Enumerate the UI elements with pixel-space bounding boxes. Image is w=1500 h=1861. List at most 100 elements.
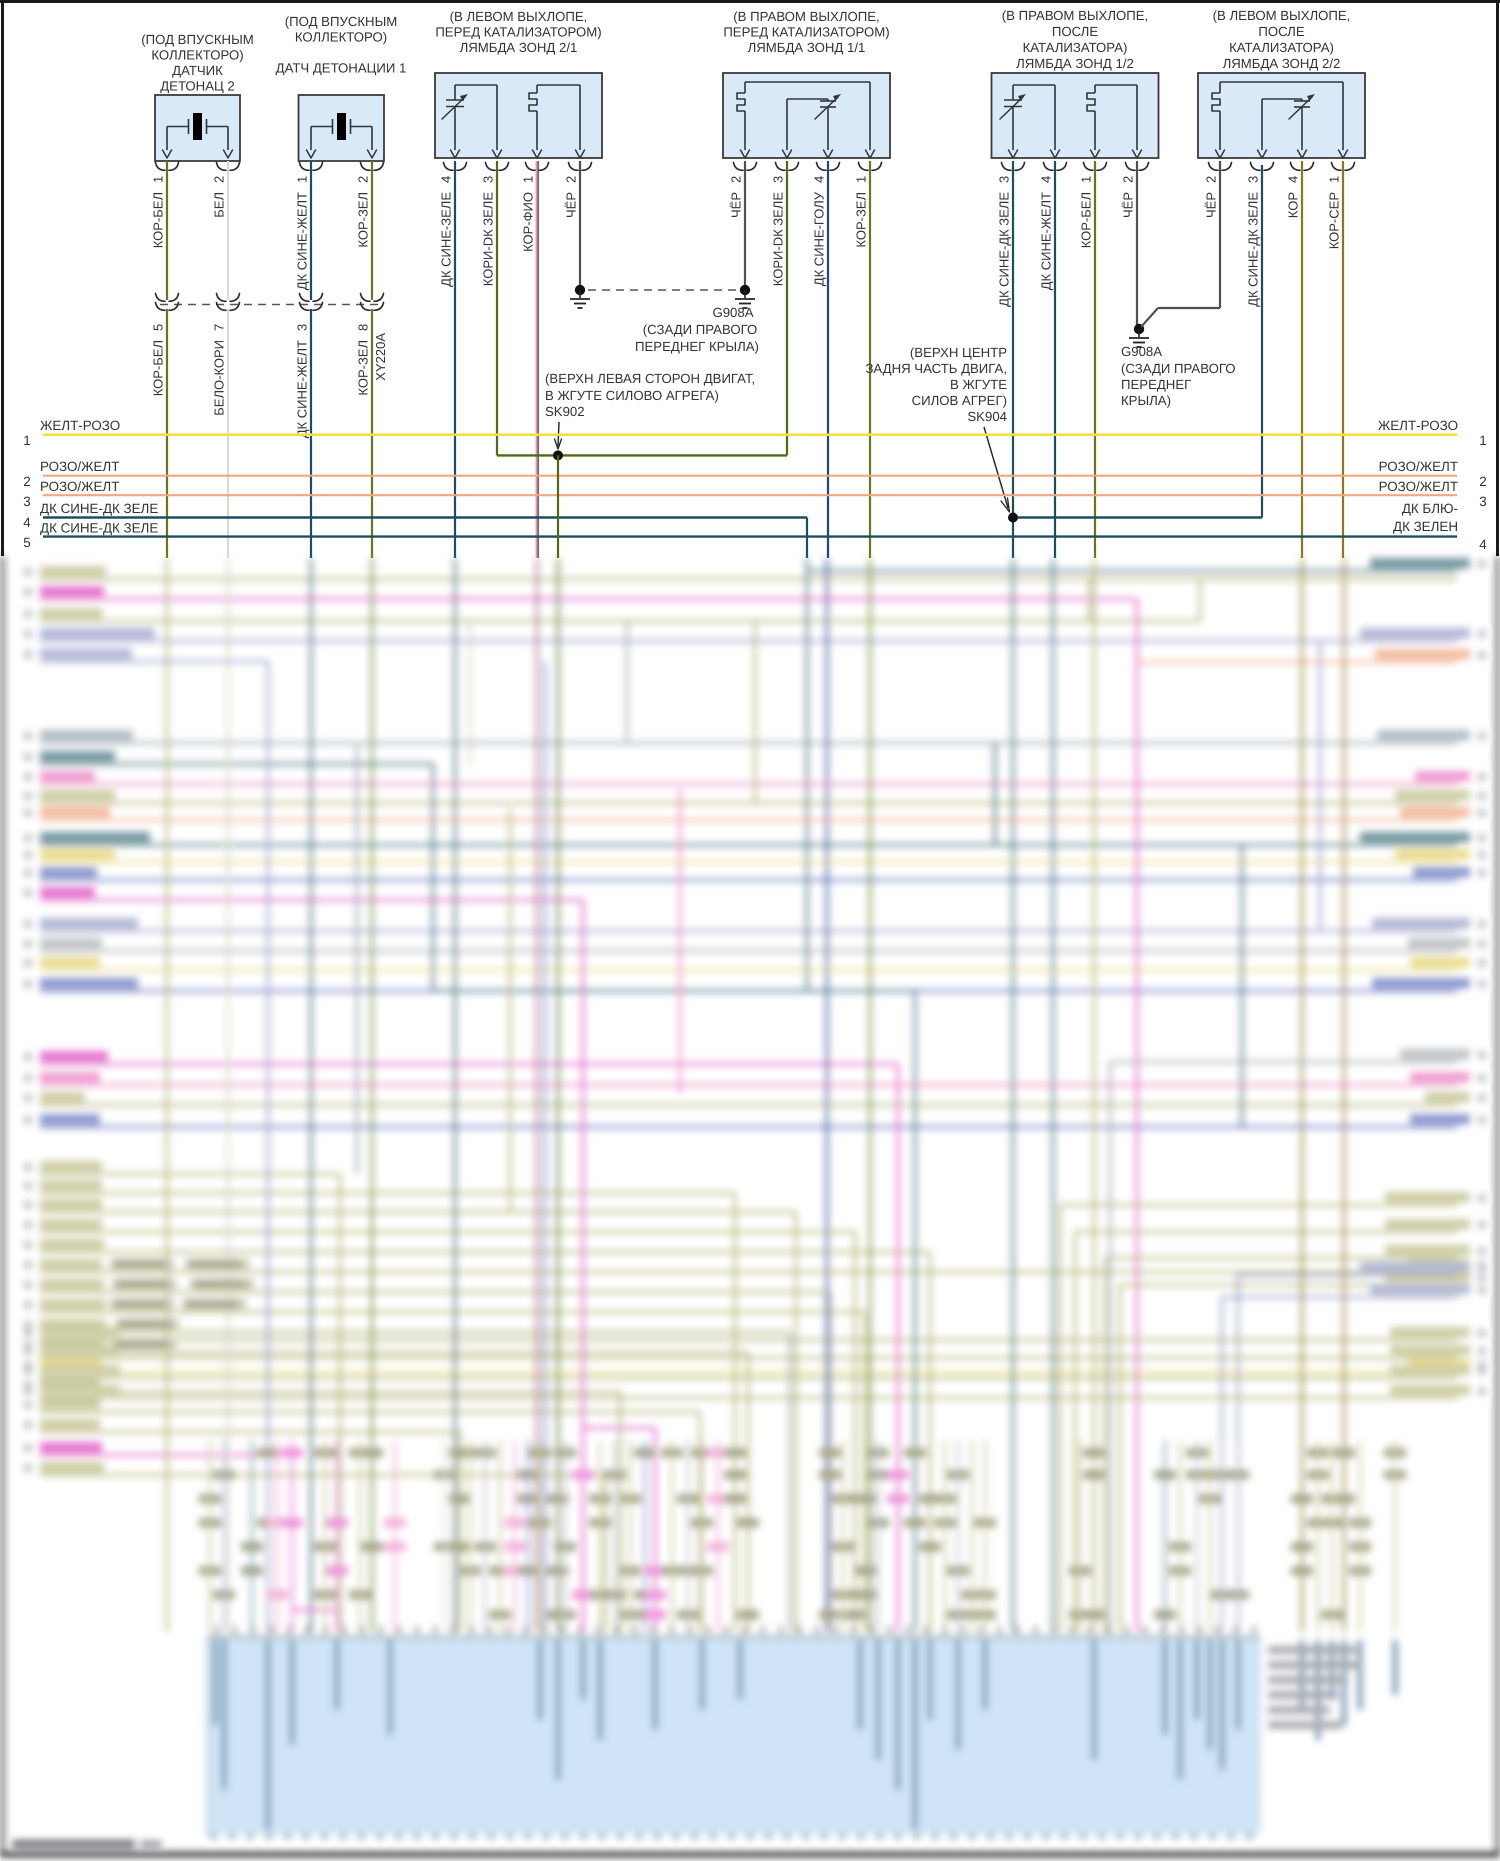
- svg-text:КРЫЛА): КРЫЛА): [1121, 393, 1171, 408]
- svg-text:ЛЯМБДА ЗОНД 2/1: ЛЯМБДА ЗОНД 2/1: [460, 40, 578, 55]
- svg-text:1: 1: [151, 176, 166, 183]
- svg-text:(В ЛЕВОМ ВЫХЛОПЕ,: (В ЛЕВОМ ВЫХЛОПЕ,: [450, 9, 588, 24]
- svg-text:4: 4: [439, 176, 454, 183]
- svg-text:2: 2: [1479, 474, 1486, 489]
- svg-text:ДК СИНЕ-ДК ЗЕЛЕ: ДК СИНЕ-ДК ЗЕЛЕ: [40, 521, 158, 536]
- svg-text:КОР-БЕЛ: КОР-БЕЛ: [1079, 192, 1094, 248]
- svg-text:(В ПРАВОМ ВЫХЛОПЕ,: (В ПРАВОМ ВЫХЛОПЕ,: [733, 9, 879, 24]
- svg-text:КАТАЛИЗАТОРА): КАТАЛИЗАТОРА): [1229, 40, 1334, 55]
- svg-text:1: 1: [521, 176, 536, 183]
- svg-text:ЛЯМБДА ЗОНД 2/2: ЛЯМБДА ЗОНД 2/2: [1223, 56, 1341, 71]
- svg-text:(ПОД ВПУСКНЫМ: (ПОД ВПУСКНЫМ: [285, 14, 397, 29]
- svg-text:В ЖГУТЕ СИЛОВО АГРЕГА): В ЖГУТЕ СИЛОВО АГРЕГА): [545, 388, 719, 403]
- svg-text:5: 5: [23, 535, 30, 550]
- svg-text:ЗАДНЯ ЧАСТЬ ДВИГА,: ЗАДНЯ ЧАСТЬ ДВИГА,: [865, 361, 1007, 376]
- svg-text:КАТАЛИЗАТОРА): КАТАЛИЗАТОРА): [1023, 40, 1128, 55]
- svg-text:КОР-ЗЕЛ: КОР-ЗЕЛ: [854, 192, 869, 248]
- svg-text:XY220A: XY220A: [373, 333, 388, 381]
- svg-text:2: 2: [729, 176, 744, 183]
- svg-text:5: 5: [151, 324, 166, 331]
- svg-text:ПЕРЕД КАТАЛИЗАТОРОМ): ПЕРЕД КАТАЛИЗАТОРОМ): [723, 25, 889, 40]
- svg-text:ДК СИНЕ-ДК ЗЕЛЕ: ДК СИНЕ-ДК ЗЕЛЕ: [997, 192, 1012, 307]
- svg-text:ЖЕЛТ-РОЗО: ЖЕЛТ-РОЗО: [1378, 418, 1458, 433]
- svg-text:4: 4: [1286, 176, 1301, 183]
- svg-text:8: 8: [356, 324, 371, 331]
- svg-text:ПОСЛЕ: ПОСЛЕ: [1052, 24, 1098, 39]
- svg-text:КОР-БЕЛ: КОР-БЕЛ: [151, 340, 166, 396]
- svg-text:4: 4: [23, 515, 31, 530]
- svg-text:ЧЁР: ЧЁР: [1121, 192, 1136, 218]
- svg-text:SK904: SK904: [967, 409, 1007, 424]
- svg-text:ПОСЛЕ: ПОСЛЕ: [1258, 24, 1304, 39]
- svg-text:3: 3: [1246, 176, 1261, 183]
- svg-text:3: 3: [23, 494, 30, 509]
- svg-text:КОР: КОР: [1286, 192, 1301, 218]
- svg-text:ДК СИНЕ-ДК ЗЕЛЕ: ДК СИНЕ-ДК ЗЕЛЕ: [1246, 192, 1261, 307]
- svg-text:(В ПРАВОМ ВЫХЛОПЕ,: (В ПРАВОМ ВЫХЛОПЕ,: [1002, 8, 1148, 23]
- svg-text:ПЕРЕДНЕГ: ПЕРЕДНЕГ: [1121, 377, 1191, 392]
- svg-text:SK902: SK902: [545, 404, 585, 419]
- svg-text:3: 3: [1479, 494, 1486, 509]
- svg-text:1: 1: [1327, 176, 1342, 183]
- svg-text:БЕЛО-КОРИ: БЕЛО-КОРИ: [212, 340, 227, 416]
- svg-text:КОРИ-DК ЗЕЛЕ: КОРИ-DК ЗЕЛЕ: [771, 192, 786, 287]
- svg-text:КОР-ФИО: КОР-ФИО: [521, 192, 536, 252]
- svg-text:КОРИ-DК ЗЕЛЕ: КОРИ-DК ЗЕЛЕ: [481, 192, 496, 287]
- svg-text:ДК СИНЕ-ДК ЗЕЛЕ: ДК СИНЕ-ДК ЗЕЛЕ: [40, 501, 158, 516]
- svg-text:(ВЕРХН ЛЕВАЯ СТОРОН ДВИГАТ,: (ВЕРХН ЛЕВАЯ СТОРОН ДВИГАТ,: [545, 371, 755, 386]
- svg-text:ДАТЧИК: ДАТЧИК: [172, 63, 223, 78]
- svg-text:КОЛЛЕКТОРО): КОЛЛЕКТОРО): [295, 30, 387, 45]
- svg-text:3: 3: [295, 324, 310, 331]
- svg-text:ДК СИНЕ-ЗЕЛЕ: ДК СИНЕ-ЗЕЛЕ: [439, 192, 454, 287]
- svg-text:ЛЯМБДА ЗОНД 1/2: ЛЯМБДА ЗОНД 1/2: [1016, 56, 1134, 71]
- svg-text:КОР-БЕЛ: КОР-БЕЛ: [151, 192, 166, 248]
- svg-text:В ЖГУТЕ: В ЖГУТЕ: [950, 377, 1007, 392]
- svg-text:(СЗАДИ ПРАВОГО: (СЗАДИ ПРАВОГО: [643, 322, 758, 337]
- svg-text:(СЗАДИ ПРАВОГО: (СЗАДИ ПРАВОГО: [1121, 361, 1236, 376]
- svg-text:1: 1: [854, 176, 869, 183]
- svg-text:ДАТЧ ДЕТОНАЦИИ 1: ДАТЧ ДЕТОНАЦИИ 1: [276, 61, 407, 76]
- svg-text:ЖЕЛТ-РОЗО: ЖЕЛТ-РОЗО: [40, 418, 120, 433]
- svg-text:КОР-ЗЕЛ: КОР-ЗЕЛ: [356, 340, 371, 396]
- svg-text:G908A: G908A: [712, 305, 753, 320]
- svg-text:2: 2: [564, 176, 579, 183]
- svg-text:ДЕТОНАЦ 2: ДЕТОНАЦ 2: [160, 79, 235, 94]
- svg-text:РОЗО/ЖЕЛТ: РОЗО/ЖЕЛТ: [1379, 479, 1458, 494]
- svg-text:4: 4: [812, 176, 827, 183]
- svg-text:БЕЛ: БЕЛ: [212, 192, 227, 218]
- svg-text:(В ЛЕВОМ ВЫХЛОПЕ,: (В ЛЕВОМ ВЫХЛОПЕ,: [1213, 8, 1351, 23]
- svg-text:ЛЯМБДА ЗОНД 1/1: ЛЯМБДА ЗОНД 1/1: [748, 40, 866, 55]
- svg-text:КОР-ЗЕЛ: КОР-ЗЕЛ: [356, 192, 371, 248]
- svg-text:СИЛОВ АГРЕГ): СИЛОВ АГРЕГ): [912, 393, 1007, 408]
- svg-text:1: 1: [1479, 433, 1486, 448]
- svg-text:ДК СИНЕ-ЖЕЛТ: ДК СИНЕ-ЖЕЛТ: [295, 340, 310, 438]
- svg-text:4: 4: [1039, 176, 1054, 183]
- svg-text:ДК СИНЕ-ЖЕЛТ: ДК СИНЕ-ЖЕЛТ: [1039, 192, 1054, 290]
- svg-text:ДК БЛЮ-: ДК БЛЮ-: [1402, 501, 1458, 516]
- svg-text:ЧЁР: ЧЁР: [1204, 192, 1219, 218]
- svg-text:7: 7: [212, 324, 227, 331]
- svg-text:(ВЕРХН ЦЕНТР: (ВЕРХН ЦЕНТР: [910, 345, 1007, 360]
- svg-text:1: 1: [23, 433, 30, 448]
- svg-text:4: 4: [1479, 537, 1487, 552]
- svg-text:3: 3: [481, 176, 496, 183]
- svg-text:2: 2: [1121, 176, 1136, 183]
- svg-text:ЧЁР: ЧЁР: [729, 192, 744, 218]
- svg-text:G908A: G908A: [1121, 344, 1162, 359]
- svg-text:КОЛЛЕКТОРО): КОЛЛЕКТОРО): [151, 48, 243, 63]
- svg-text:РОЗО/ЖЕЛТ: РОЗО/ЖЕЛТ: [40, 479, 119, 494]
- svg-text:ПЕРЕДНЕГ КРЫЛА): ПЕРЕДНЕГ КРЫЛА): [635, 339, 759, 354]
- svg-text:2: 2: [23, 474, 30, 489]
- svg-text:2: 2: [356, 176, 371, 183]
- svg-text:ДК СИНЕ-ЖЕЛТ: ДК СИНЕ-ЖЕЛТ: [295, 192, 310, 290]
- svg-text:ДК ЗЕЛЕН: ДК ЗЕЛЕН: [1393, 519, 1458, 534]
- svg-text:ЧЁР: ЧЁР: [564, 192, 579, 218]
- svg-text:ДК СИНЕ-ГОЛУ: ДК СИНЕ-ГОЛУ: [812, 191, 827, 286]
- svg-text:3: 3: [997, 176, 1012, 183]
- svg-text:(ПОД ВПУСКНЫМ: (ПОД ВПУСКНЫМ: [141, 32, 253, 47]
- svg-text:3: 3: [771, 176, 786, 183]
- svg-text:1: 1: [1079, 176, 1094, 183]
- svg-text:ПЕРЕД КАТАЛИЗАТОРОМ): ПЕРЕД КАТАЛИЗАТОРОМ): [435, 25, 601, 40]
- svg-text:2: 2: [1204, 176, 1219, 183]
- svg-text:РОЗО/ЖЕЛТ: РОЗО/ЖЕЛТ: [40, 459, 119, 474]
